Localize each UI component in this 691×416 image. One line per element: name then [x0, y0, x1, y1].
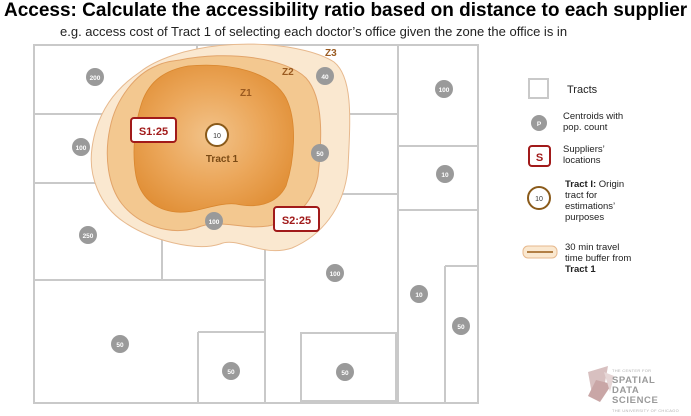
- tract-outline: [300, 332, 397, 402]
- centroid: 50: [111, 335, 129, 353]
- svg-text:10: 10: [441, 172, 449, 179]
- centroid: 50: [452, 317, 470, 335]
- supplier-s2: S2:25: [273, 206, 320, 232]
- svg-text:200: 200: [90, 75, 101, 82]
- centroid: 40: [316, 67, 334, 85]
- centroid: 100: [326, 264, 344, 282]
- svg-text:100: 100: [330, 271, 341, 278]
- spatial-data-science-logo-text: THE CENTER FOR SPATIAL DATA SCIENCE THE …: [612, 368, 679, 413]
- legend-tracts-label: Tracts: [567, 84, 598, 96]
- svg-text:S2:25: S2:25: [282, 215, 311, 227]
- centroid: 50: [311, 144, 329, 162]
- centroid: 10: [436, 165, 454, 183]
- legend-buffer-label: 30 min travel time buffer from Tract 1: [565, 242, 632, 275]
- svg-text:S: S: [536, 152, 543, 164]
- legend-origin-label: Tract I: Origin tract for estimations’ p…: [565, 179, 625, 223]
- centroid: 100: [72, 138, 90, 156]
- svg-text:10: 10: [535, 196, 543, 203]
- svg-text:40: 40: [321, 74, 329, 81]
- page-subtitle: e.g. access cost of Tract 1 of selecting…: [60, 24, 568, 39]
- svg-text:S1:25: S1:25: [139, 126, 168, 138]
- legend-centroid-symbol: P: [531, 115, 547, 131]
- svg-text:10: 10: [415, 292, 423, 299]
- legend-tract-symbol: [528, 78, 549, 99]
- svg-text:100: 100: [209, 219, 220, 226]
- svg-text:10: 10: [213, 133, 221, 140]
- svg-text:100: 100: [439, 87, 450, 94]
- zone-z1-label: Z1: [240, 88, 252, 99]
- centroid: 50: [336, 363, 354, 381]
- legend-centroids-label: Centroids with pop. count: [563, 111, 624, 133]
- zone-z2-label: Z2: [282, 67, 294, 78]
- legend-origin-symbol: 10: [527, 186, 551, 210]
- legend-supplier-symbol: S: [528, 145, 551, 167]
- svg-text:50: 50: [341, 370, 349, 377]
- tract-1-label: Tract 1: [206, 154, 239, 165]
- svg-text:50: 50: [316, 151, 324, 158]
- svg-text:250: 250: [83, 233, 94, 240]
- svg-text:50: 50: [116, 342, 124, 349]
- page-title: Access: Calculate the accessibility rati…: [4, 0, 688, 21]
- centroid: 100: [205, 212, 223, 230]
- svg-text:50: 50: [457, 324, 465, 331]
- svg-text:P: P: [537, 121, 542, 128]
- centroid: 100: [435, 80, 453, 98]
- legend-buffer-symbol: [522, 245, 558, 259]
- legend-suppliers-label: Suppliers’ locations: [563, 144, 605, 166]
- centroid: 250: [79, 226, 97, 244]
- svg-text:100: 100: [76, 145, 87, 152]
- supplier-s1: S1:25: [130, 117, 177, 143]
- origin-tract-marker: 10: [205, 123, 229, 147]
- zone-z3-label: Z3: [325, 48, 337, 59]
- spatial-data-science-logo-mark: [588, 366, 614, 402]
- centroid: 10: [410, 285, 428, 303]
- centroid: 200: [86, 68, 104, 86]
- centroid: 50: [222, 362, 240, 380]
- svg-text:50: 50: [227, 369, 235, 376]
